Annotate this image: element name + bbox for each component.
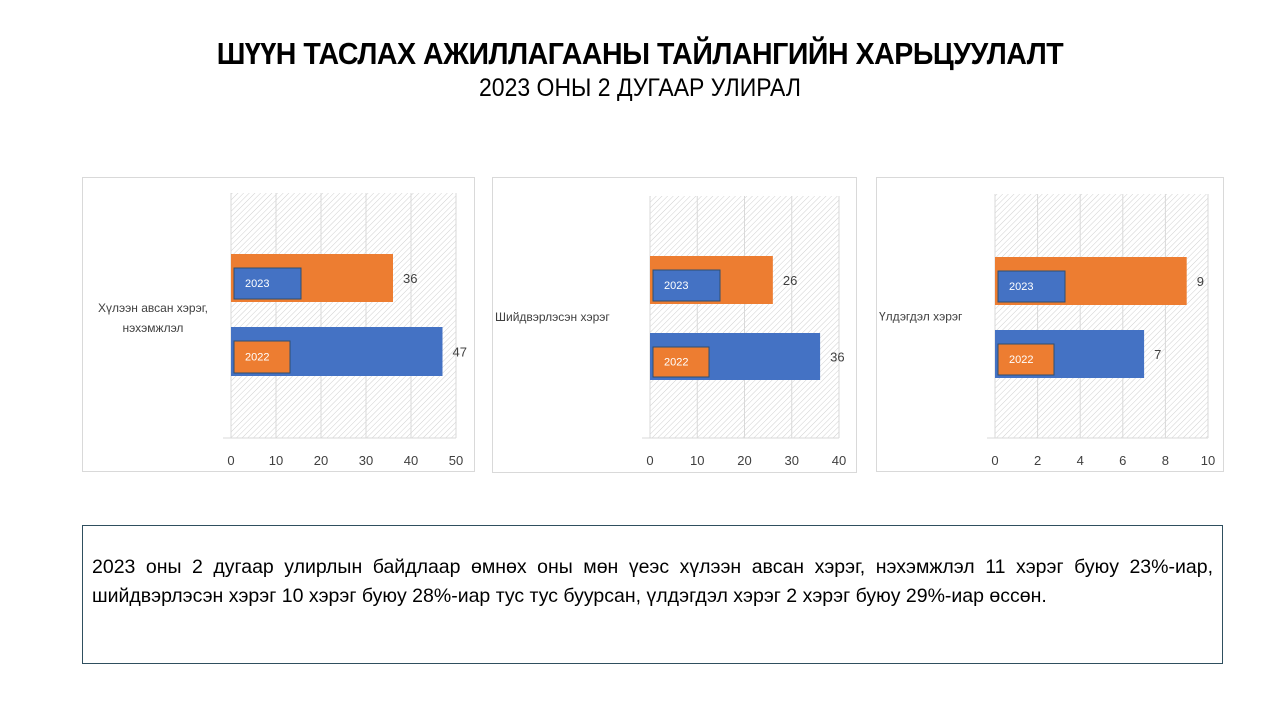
chart-svg: 0 10 20 30 40 50 36 2023 47 2022 Хүлээн авсан хэрэ… <box>98 193 467 468</box>
category-label: Үлдэгдэл хэрэг <box>879 310 963 324</box>
x-tick-label: 10 <box>1201 453 1215 468</box>
x-tick-label: 40 <box>404 453 418 468</box>
x-tick-label: 8 <box>1162 453 1169 468</box>
series-label: 2023 <box>245 278 269 290</box>
data-label: 36 <box>403 271 417 286</box>
x-tick-label: 10 <box>690 453 704 468</box>
page-title: ШҮҮН ТАСЛАХ АЖИЛЛАГААНЫ ТАЙЛАНГИЙН ХАРЬЦ… <box>216 36 1064 71</box>
category-label: нэхэмжлэл <box>123 321 184 335</box>
series-label-box <box>997 343 1055 376</box>
series-label-box <box>652 346 710 378</box>
x-tick-label: 10 <box>269 453 283 468</box>
summary-text: 2023 оны 2 дугаар улирлын байдлаар өмнөх… <box>82 525 1223 664</box>
plot-area <box>231 193 456 438</box>
data-label: 7 <box>1154 347 1161 362</box>
series-label-box <box>652 269 721 302</box>
data-label: 36 <box>830 350 844 365</box>
series-label: 2023 <box>1009 281 1033 293</box>
series-label: 2022 <box>1009 354 1033 366</box>
x-tick-label: 40 <box>832 453 846 468</box>
x-tick-label: 0 <box>991 453 998 468</box>
chart-svg: 0 10 20 30 40 26 2023 36 2022 Шийдвэрлэсэн хэрэг <box>495 196 846 468</box>
chart-resolved-cases: 0 10 20 30 40 26 2023 36 2022 Шийдвэрлэсэн хэрэг <box>492 177 857 473</box>
series-label: 2022 <box>664 357 688 369</box>
x-tick-label: 30 <box>785 453 799 468</box>
data-label: 9 <box>1197 274 1204 289</box>
x-tick-label: 0 <box>646 453 653 468</box>
data-label: 26 <box>783 273 797 288</box>
x-tick-label: 20 <box>737 453 751 468</box>
x-tick-label: 20 <box>314 453 328 468</box>
series-label-box <box>997 270 1066 303</box>
chart-received-cases: 0 10 20 30 40 50 36 2023 47 2022 Хүлээн авсан хэрэ… <box>82 177 475 472</box>
series-label-box <box>233 267 302 300</box>
series-label-box <box>233 340 291 374</box>
x-tick-label: 2 <box>1034 453 1041 468</box>
category-label: Шийдвэрлэсэн хэрэг <box>495 310 610 324</box>
chart-remaining-cases: 0 2 4 6 8 10 9 2023 7 2022 Үлдэгдэл хэрэг <box>876 177 1224 472</box>
x-tick-label: 6 <box>1119 453 1126 468</box>
page-subtitle: 2023 ОНЫ 2 ДУГААР УЛИРАЛ <box>479 74 801 102</box>
data-label: 47 <box>453 345 467 360</box>
series-label: 2023 <box>664 280 688 292</box>
x-tick-label: 50 <box>449 453 463 468</box>
plot-area <box>995 194 1208 438</box>
series-label: 2022 <box>245 352 269 364</box>
x-tick-label: 0 <box>227 453 234 468</box>
x-tick-label: 30 <box>359 453 373 468</box>
chart-svg: 0 2 4 6 8 10 9 2023 7 2022 Үлдэгдэл хэрэг <box>879 194 1215 468</box>
category-label: Хүлээн авсан хэрэг, <box>98 301 208 315</box>
x-tick-label: 4 <box>1077 453 1084 468</box>
